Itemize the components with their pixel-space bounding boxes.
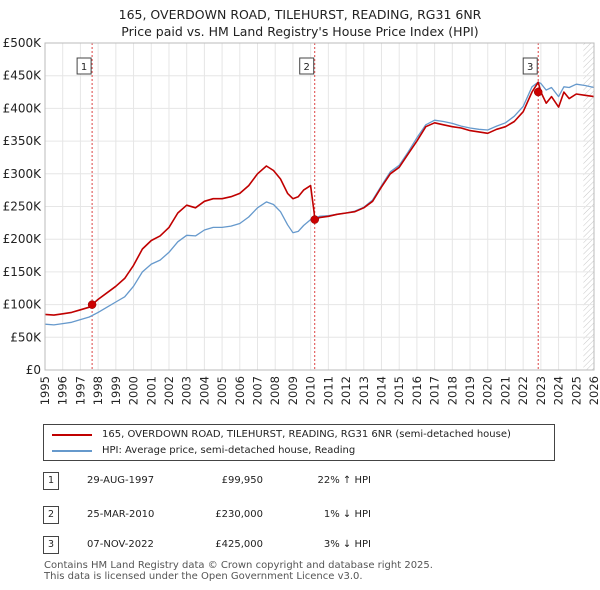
legend-swatch-hpi bbox=[52, 449, 92, 452]
x-tick-label: 2023 bbox=[534, 376, 548, 405]
x-tick-label: 2004 bbox=[197, 376, 211, 405]
sale-date: 25-MAR-2010 bbox=[87, 509, 155, 520]
footer-licence: This data is licensed under the Open Gov… bbox=[44, 571, 363, 582]
sale-label: 3 bbox=[527, 62, 533, 73]
sale-label-box bbox=[76, 57, 92, 75]
sale-label: 1 bbox=[81, 62, 87, 73]
plot-frame bbox=[44, 42, 595, 371]
x-tick-label: 2022 bbox=[516, 376, 530, 405]
y-tick-label: £500K bbox=[3, 36, 43, 50]
sale-point bbox=[533, 87, 543, 97]
x-tick-label: 2019 bbox=[463, 376, 477, 405]
sale-price: £425,000 bbox=[215, 539, 263, 550]
hpi-line bbox=[44, 81, 595, 326]
sale-label: 2 bbox=[304, 62, 310, 73]
x-tick-label: 1998 bbox=[91, 376, 105, 405]
y-tick-label: £300K bbox=[3, 167, 43, 181]
legend-item-property: 165, OVERDOWN ROAD, TILEHURST, READING, … bbox=[52, 429, 511, 440]
x-tick-label: 2010 bbox=[304, 376, 318, 405]
x-tick-label: 2000 bbox=[127, 376, 141, 405]
sale-marker: 2 bbox=[43, 506, 59, 524]
sale-price: £99,950 bbox=[221, 475, 263, 486]
legend-label-property: 165, OVERDOWN ROAD, TILEHURST, READING, … bbox=[102, 429, 511, 440]
x-tick-label: 2026 bbox=[587, 376, 600, 405]
x-tick-label: 2005 bbox=[215, 376, 229, 405]
y-tick-label: £200K bbox=[3, 232, 43, 246]
chart-title: 165, OVERDOWN ROAD, TILEHURST, READING, … bbox=[0, 6, 600, 40]
sale-hpi-diff: 22% ↑ HPI bbox=[317, 475, 371, 486]
x-tick-label: 2003 bbox=[180, 376, 194, 405]
x-tick-label: 1997 bbox=[73, 376, 87, 405]
x-tick-label: 2018 bbox=[445, 376, 459, 405]
x-tick-label: 2016 bbox=[410, 376, 424, 405]
x-tick-label: 1995 bbox=[38, 376, 52, 405]
y-tick-label: £100K bbox=[3, 298, 43, 312]
legend-swatch-property bbox=[52, 433, 92, 436]
title-line-1: 165, OVERDOWN ROAD, TILEHURST, READING, … bbox=[118, 7, 482, 22]
x-tick-label: 2014 bbox=[374, 376, 388, 405]
sale-row: 1 29-AUG-1997 £99,950 22% ↑ HPI bbox=[43, 472, 600, 492]
x-tick-label: 2006 bbox=[233, 376, 247, 405]
legend-label-hpi: HPI: Average price, semi-detached house,… bbox=[102, 445, 356, 456]
sale-point bbox=[87, 300, 97, 309]
sale-point bbox=[310, 215, 319, 224]
sale-hpi-diff: 1% ↓ HPI bbox=[323, 509, 371, 520]
x-tick-label: 2008 bbox=[268, 376, 282, 405]
sale-label-box bbox=[522, 57, 538, 75]
x-tick-label: 2013 bbox=[357, 376, 371, 405]
x-tick-label: 2011 bbox=[321, 376, 335, 405]
x-tick-label: 1999 bbox=[109, 376, 123, 405]
legend: 165, OVERDOWN ROAD, TILEHURST, READING, … bbox=[43, 424, 555, 461]
x-tick-label: 2025 bbox=[569, 376, 583, 405]
footer: Contains HM Land Registry data © Crown c… bbox=[44, 560, 433, 582]
y-tick-label: £350K bbox=[3, 134, 43, 148]
sale-row: 3 07-NOV-2022 £425,000 3% ↓ HPI bbox=[43, 536, 600, 556]
x-tick-label: 2017 bbox=[428, 376, 442, 405]
sale-marker: 3 bbox=[43, 536, 59, 554]
x-tick-label: 2002 bbox=[162, 376, 176, 405]
x-tick-label: 1996 bbox=[56, 376, 70, 405]
x-tick-label: 2007 bbox=[251, 376, 265, 405]
sale-price: £230,000 bbox=[215, 509, 263, 520]
y-tick-label: £150K bbox=[3, 265, 43, 279]
sale-label-box bbox=[299, 57, 315, 75]
sale-date: 07-NOV-2022 bbox=[87, 539, 154, 550]
y-tick-label: £400K bbox=[3, 101, 43, 115]
footer-copyright: Contains HM Land Registry data © Crown c… bbox=[44, 560, 433, 571]
sale-marker: 1 bbox=[43, 472, 59, 490]
y-tick-label: £450K bbox=[3, 69, 43, 83]
sale-date: 29-AUG-1997 bbox=[87, 475, 155, 486]
x-tick-label: 2021 bbox=[498, 376, 512, 405]
x-tick-label: 2020 bbox=[481, 376, 495, 405]
x-tick-label: 2009 bbox=[286, 376, 300, 405]
title-line-2: Price paid vs. HM Land Registry's House … bbox=[121, 24, 479, 39]
sale-row: 2 25-MAR-2010 £230,000 1% ↓ HPI bbox=[43, 506, 600, 526]
legend-item-hpi: HPI: Average price, semi-detached house,… bbox=[52, 445, 355, 456]
y-tick-label: £50K bbox=[10, 330, 42, 344]
x-tick-label: 2015 bbox=[392, 376, 406, 405]
price-chart: £0 £50K £100K £150K £200K £250K £300K £350K £400… bbox=[3, 36, 600, 405]
x-tick-label: 2024 bbox=[552, 376, 566, 405]
sale-hpi-diff: 3% ↓ HPI bbox=[323, 539, 371, 550]
x-tick-label: 2001 bbox=[144, 376, 158, 405]
y-tick-label: £0 bbox=[26, 363, 41, 377]
x-tick-label: 2012 bbox=[339, 376, 353, 405]
y-tick-label: £250K bbox=[3, 200, 43, 214]
